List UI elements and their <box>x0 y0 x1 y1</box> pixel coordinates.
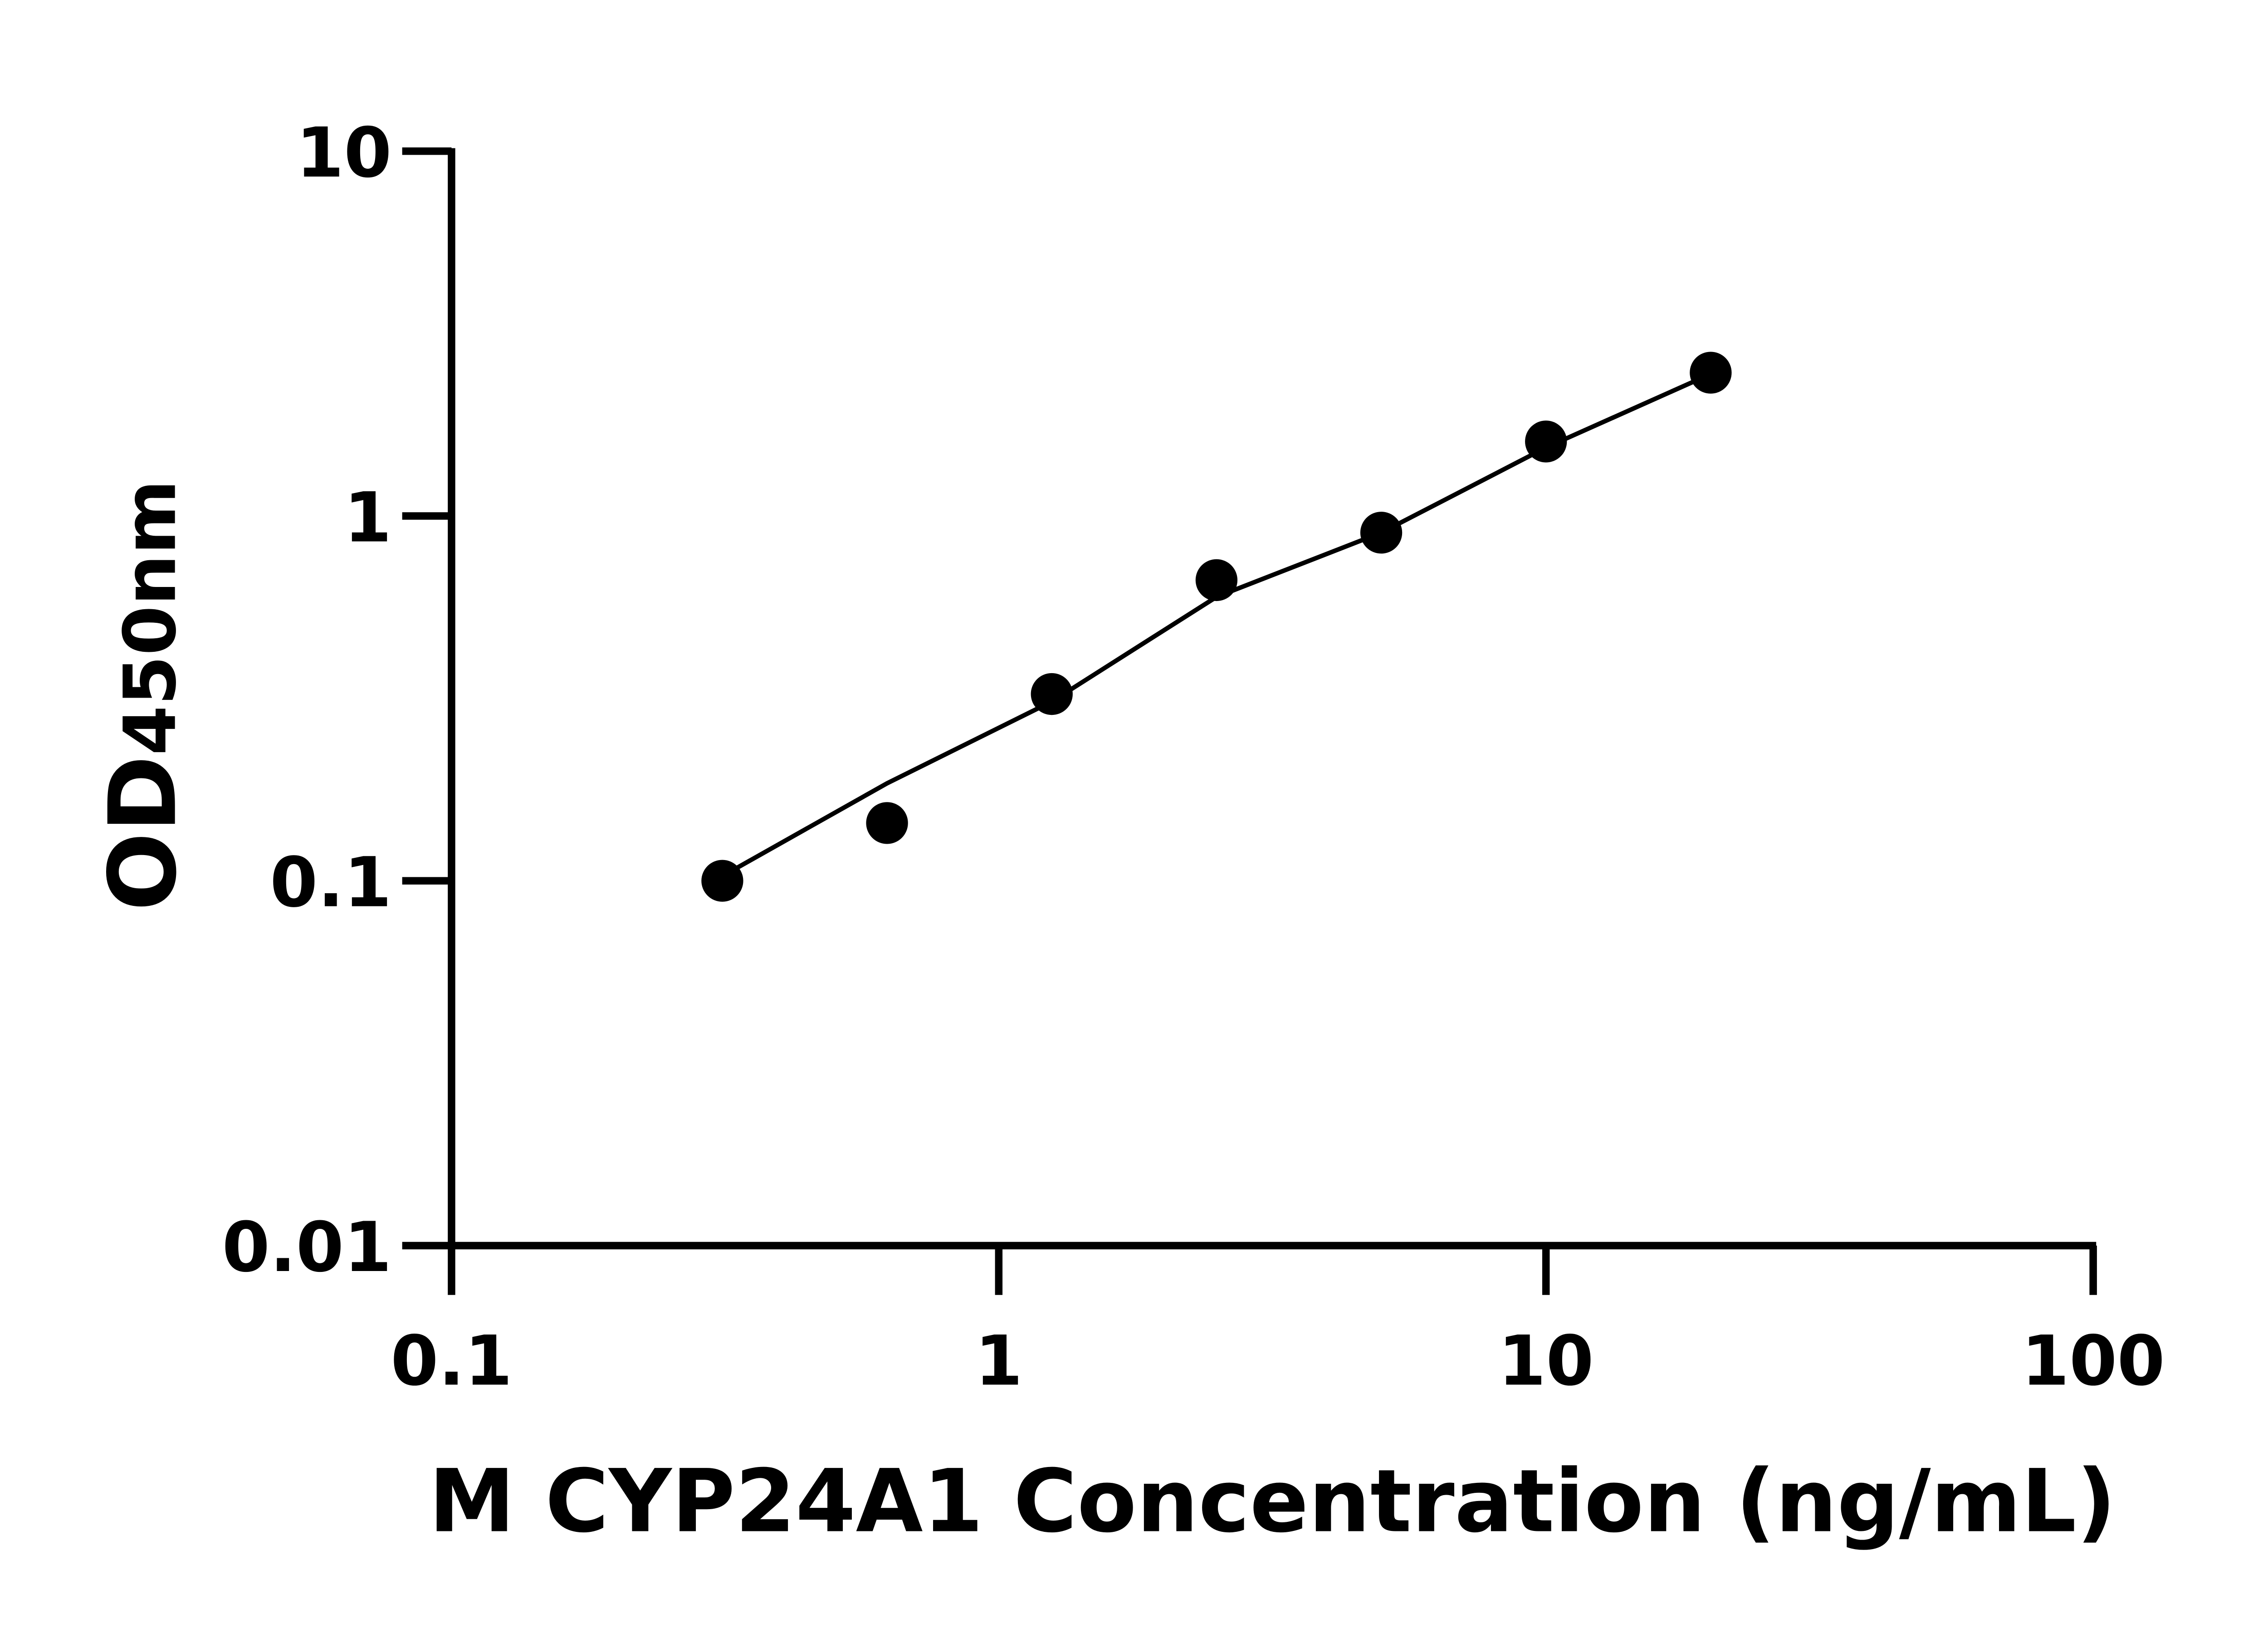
x-tick-label: 100 <box>2021 1321 2165 1401</box>
y-tick-label: 1 <box>344 478 391 558</box>
data-point <box>1031 673 1073 715</box>
y-tick-label: 10 <box>296 112 392 193</box>
y-tick-label: 0.01 <box>222 1207 392 1287</box>
data-point <box>1195 559 1238 601</box>
data-point <box>866 802 908 844</box>
data-point <box>701 860 743 902</box>
x-tick-label: 1 <box>975 1321 1023 1401</box>
y-axis-label-main: OD <box>89 755 197 911</box>
x-tick-label: 0.1 <box>391 1321 513 1401</box>
marks <box>701 352 1732 902</box>
data-point <box>1525 420 1567 463</box>
y-axis-label: OD450nm <box>89 479 197 911</box>
axes: 0.1 1 10 100 0.01 0.1 1 10 <box>222 112 2165 1401</box>
data-point <box>1690 352 1732 394</box>
y-tick-label: 0.1 <box>270 842 392 923</box>
y-axis-label-sub: 450nm <box>109 479 192 755</box>
data-point <box>1360 512 1403 554</box>
x-axis-label: M CYP24A1 Concentration (ng/mL) <box>429 1452 2116 1552</box>
x-tick-label: 10 <box>1498 1321 1594 1401</box>
